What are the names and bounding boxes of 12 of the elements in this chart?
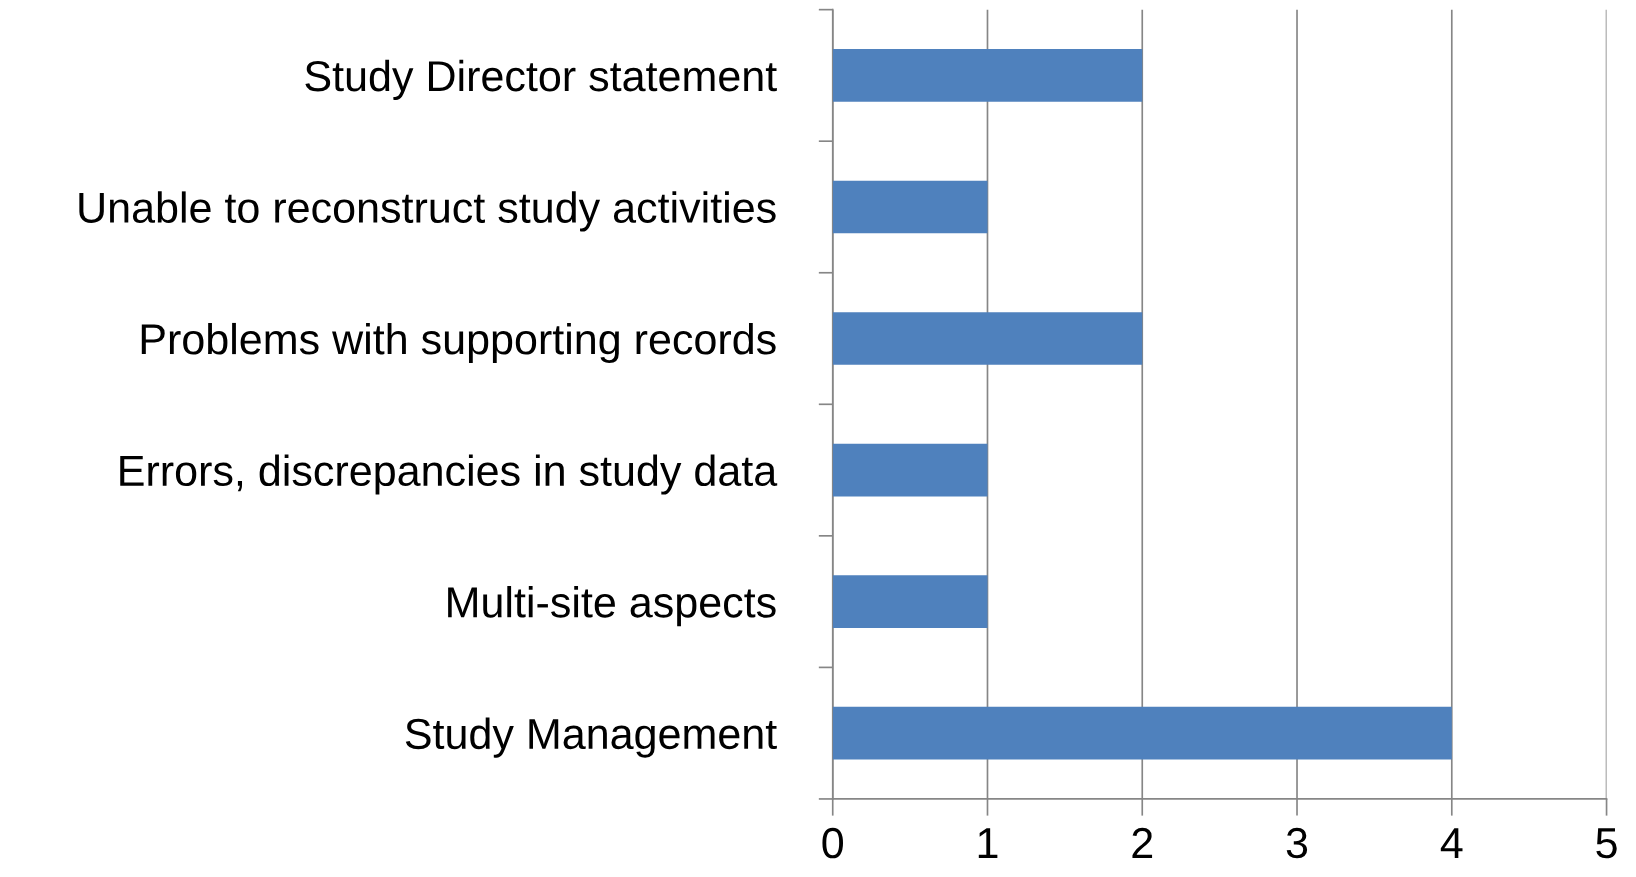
y-tick-label: Multi-site aspects <box>448 586 776 627</box>
y-tick-label: Errors, discrepancies in study data <box>120 454 778 495</box>
x-tick-label: 5 <box>1596 828 1617 859</box>
x-tick-label: 1 <box>978 828 998 858</box>
x-tick-label: 0 <box>822 827 844 859</box>
y-tick-label: Study Director statement <box>305 59 777 100</box>
y-tick-label: Unable to reconstruct study activities <box>79 191 776 232</box>
x-tick-label: 3 <box>1286 827 1308 859</box>
x-tick-label: 2 <box>1132 827 1153 858</box>
y-tick-label: Problems with supporting records <box>141 322 776 364</box>
x-tick-label: 4 <box>1440 828 1463 858</box>
y-tick-label: Study Management <box>405 717 777 758</box>
